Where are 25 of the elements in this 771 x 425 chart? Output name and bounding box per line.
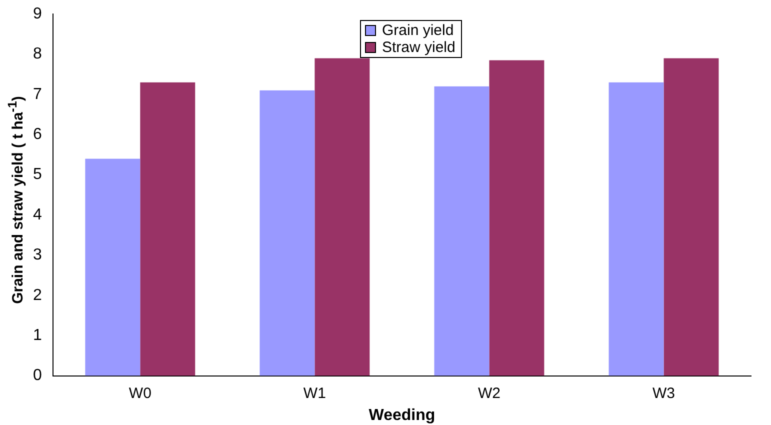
x-tick-label: W3	[652, 384, 675, 402]
y-tick-label: 9	[32, 5, 42, 22]
x-tick-label: W2	[478, 384, 500, 402]
x-axis-title: Weeding	[368, 406, 436, 424]
x-tick-label: W0	[128, 384, 152, 402]
y-tick-label: 1	[32, 327, 42, 344]
y-tick-label: 8	[32, 46, 42, 63]
bar	[140, 82, 196, 376]
bar	[489, 60, 544, 376]
legend-label: Grain yield	[382, 22, 454, 39]
y-tick-label: 4	[32, 206, 42, 224]
legend-label: Straw yield	[382, 39, 456, 56]
bar	[260, 90, 315, 376]
y-tick-label: 6	[32, 126, 42, 144]
y-tick-label: 2	[32, 286, 42, 304]
y-tick-label: 3	[32, 246, 42, 264]
bar	[85, 158, 140, 376]
bar	[314, 58, 370, 376]
bar	[664, 58, 719, 376]
y-tick-label: 5	[32, 166, 42, 184]
bar	[608, 82, 664, 376]
x-tick-label: W1	[303, 384, 326, 402]
y-tick-label: 7	[32, 86, 42, 103]
bar	[434, 86, 490, 376]
y-tick-label: 0	[32, 367, 42, 384]
